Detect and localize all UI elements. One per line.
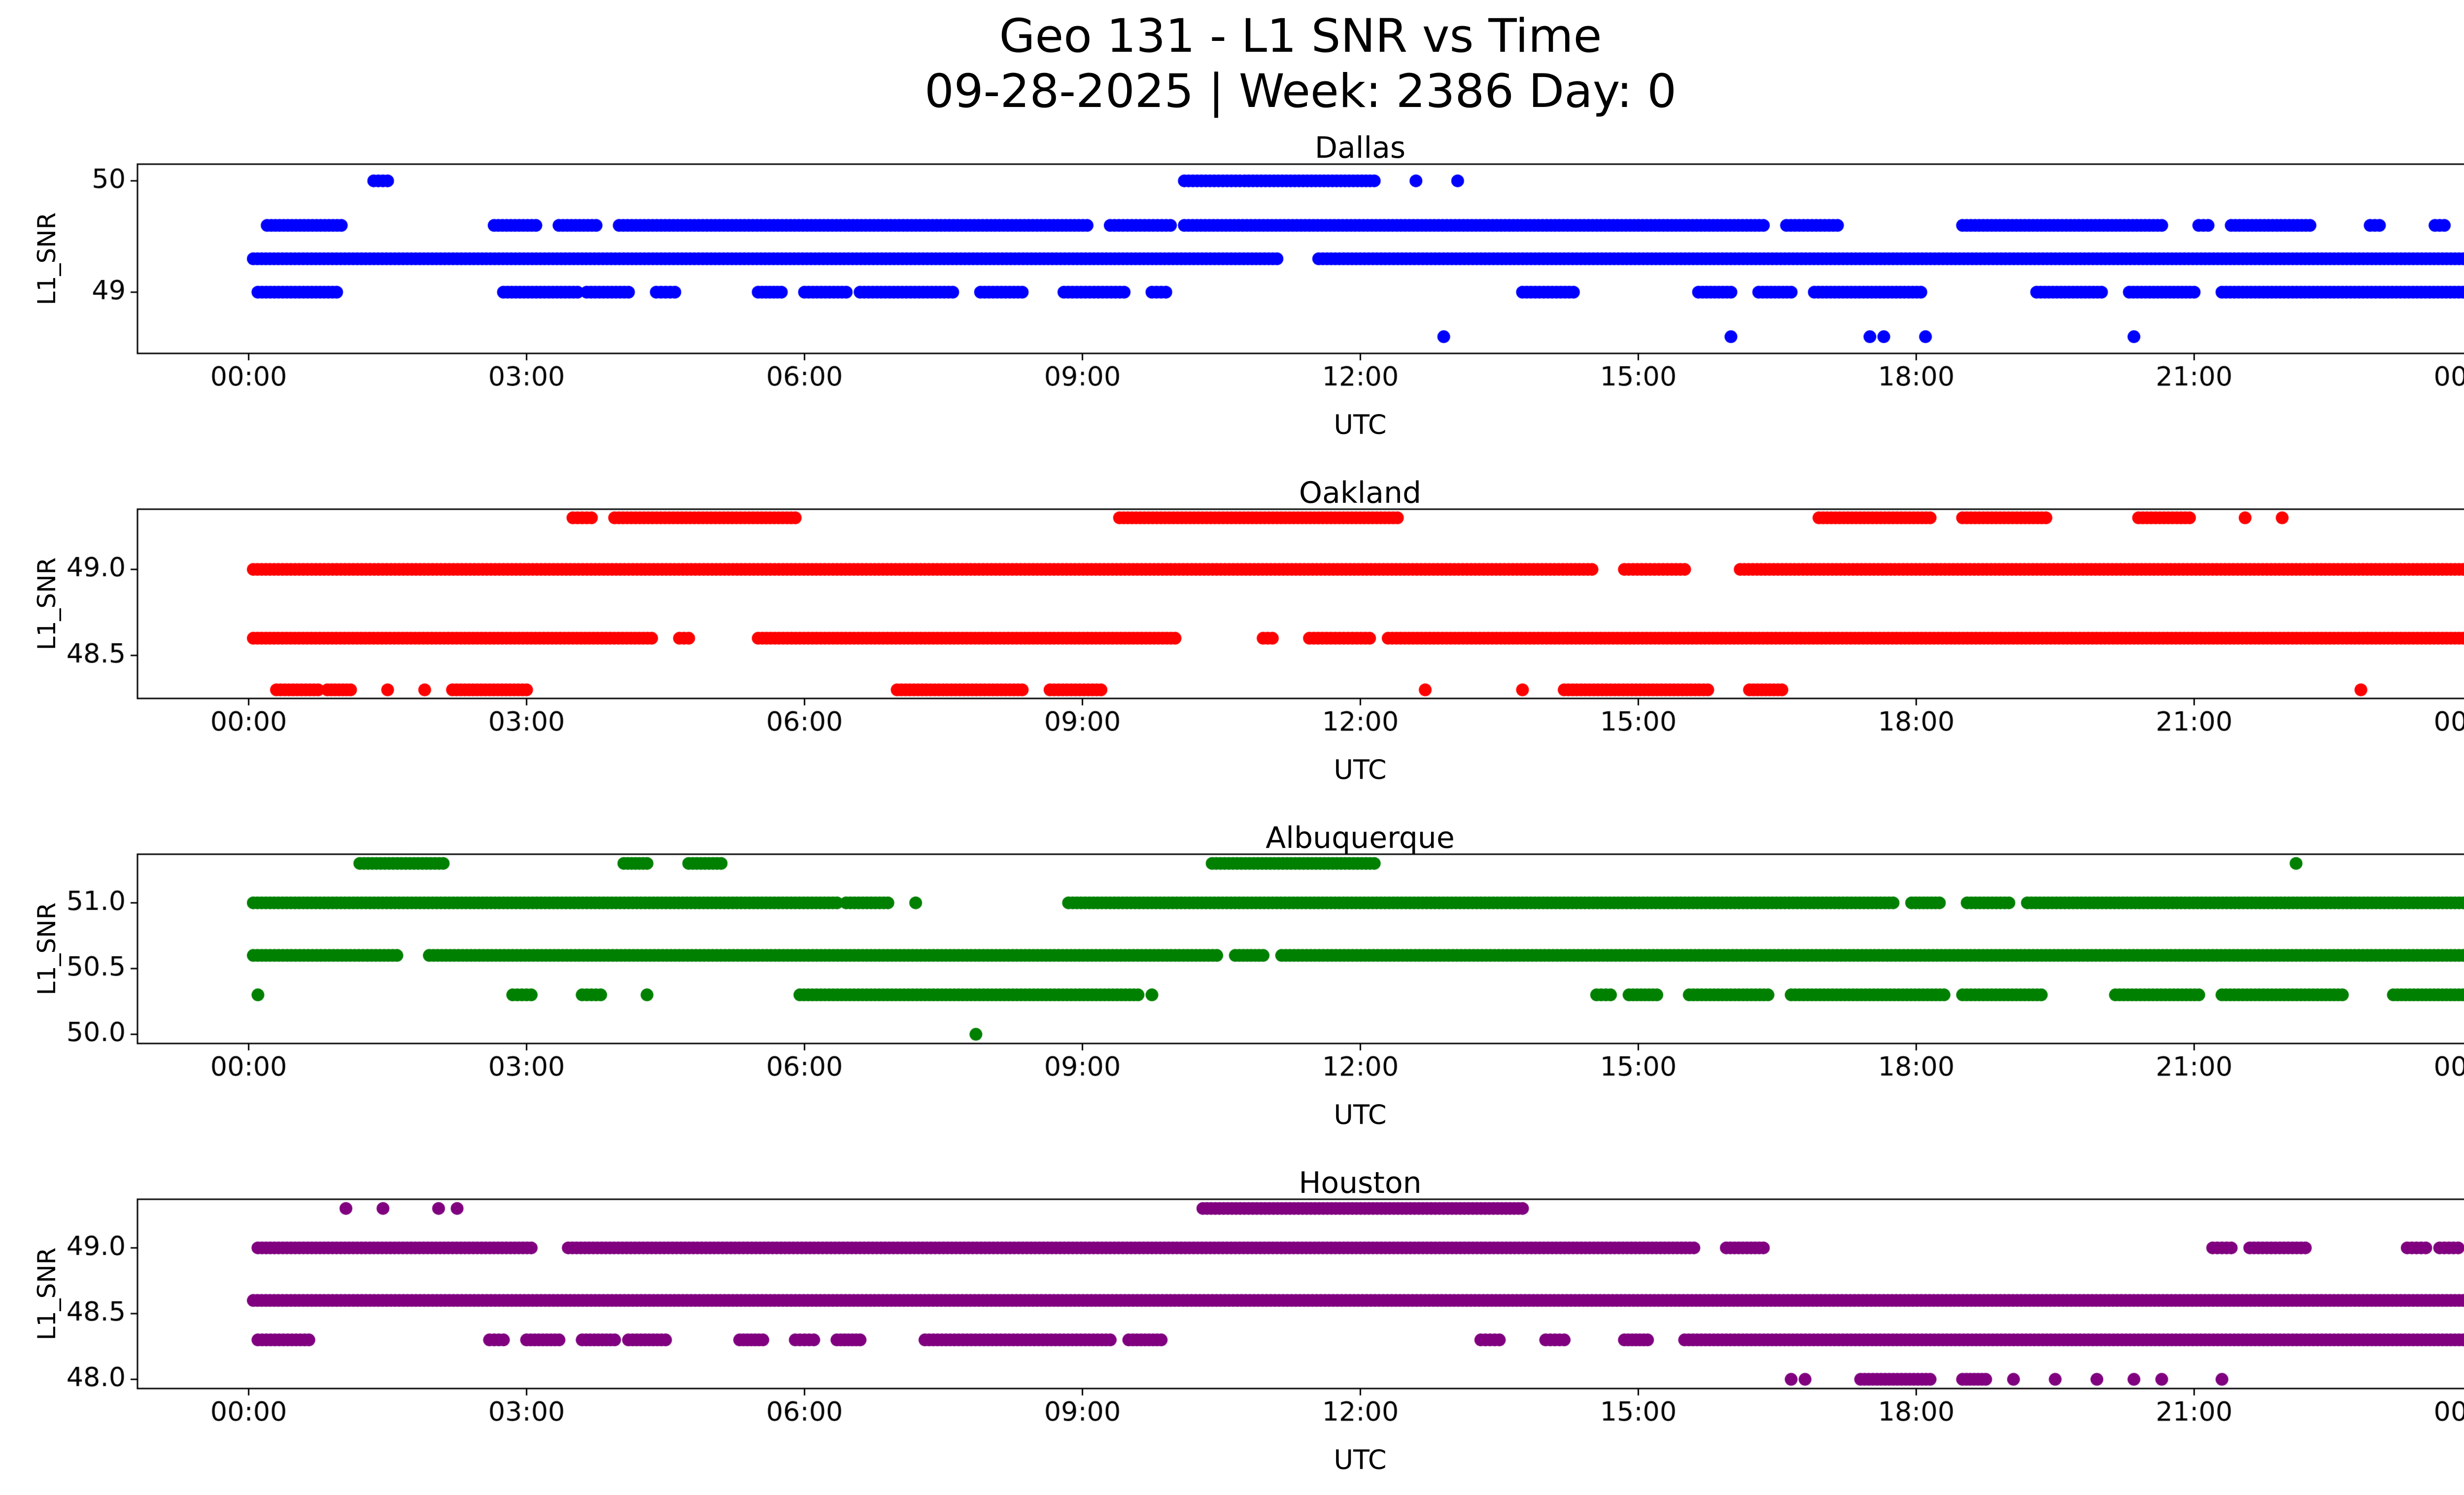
x-axis-label-albuquerque: UTC (1334, 1099, 1387, 1130)
subplot-title-dallas: Dallas (1314, 131, 1406, 165)
figure-subtitle: 09-28-2025 | Week: 2386 Day: 0 (924, 65, 1677, 118)
x-axis-label-dallas: UTC (1334, 409, 1387, 440)
y-axis-label-dallas: L1_SNR (33, 212, 61, 306)
y-axis-label-houston: L1_SNR (33, 1247, 61, 1341)
subplot-title-albuquerque: Albuquerque (1266, 821, 1455, 855)
x-axis-label-houston: UTC (1334, 1444, 1387, 1475)
y-axis-label-oakland: L1_SNR (33, 557, 61, 651)
subplot-title-oakland: Oakland (1299, 476, 1422, 510)
subplot-title-houston: Houston (1299, 1166, 1422, 1200)
figure-title: Geo 131 - L1 SNR vs Time (999, 9, 1602, 63)
y-axis-label-albuquerque: L1_SNR (33, 902, 61, 996)
x-axis-label-oakland: UTC (1334, 754, 1387, 785)
